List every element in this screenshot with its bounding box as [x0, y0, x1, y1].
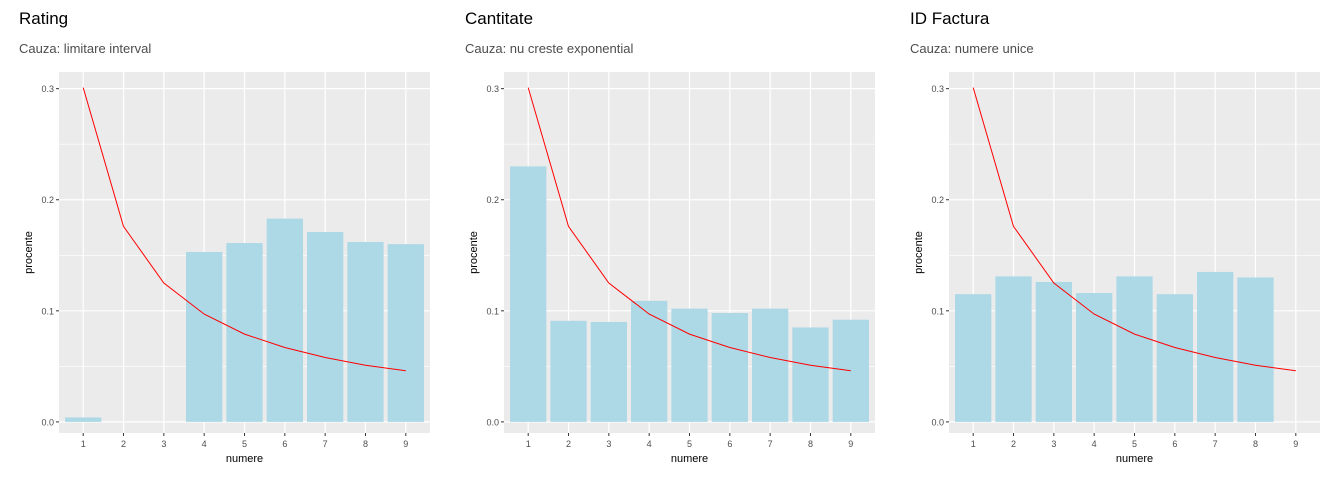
x-tick-label: 5 [242, 439, 247, 449]
bar [631, 300, 668, 422]
x-tick-label: 8 [363, 439, 368, 449]
y-tick-label: 0.0 [931, 417, 944, 427]
x-tick-label: 5 [1132, 439, 1137, 449]
bar [1237, 277, 1274, 422]
y-tick-label: 0.3 [931, 84, 944, 94]
y-tick-label: 0.2 [931, 195, 944, 205]
x-axis-title: numere [226, 453, 263, 465]
bar [226, 243, 263, 422]
chart-subtitle: Cauza: nu creste exponential [465, 41, 633, 56]
x-tick-label: 5 [687, 439, 692, 449]
bar [792, 327, 829, 422]
x-axis-title: numere [1116, 453, 1153, 465]
bar [510, 166, 547, 422]
y-tick-label: 0.1 [486, 306, 499, 316]
chart-subtitle: Cauza: limitare interval [19, 41, 151, 56]
x-tick-label: 2 [121, 439, 126, 449]
x-tick-label: 7 [323, 439, 328, 449]
y-tick-label: 0.0 [41, 417, 54, 427]
chart-panel: Rating Cauza: limitare interval 0.0 0.1 0.2 0… [19, 9, 430, 465]
bar [550, 320, 587, 422]
chart-subtitle: Cauza: numere unice [910, 41, 1034, 56]
x-tick-label: 1 [526, 439, 531, 449]
chart-panel: ID Factura Cauza: numere unice 0.0 0.1 0.2 0.… [910, 9, 1320, 465]
x-tick-label: 1 [971, 439, 976, 449]
bar [671, 308, 708, 422]
x-tick-label: 9 [403, 439, 408, 449]
x-tick-label: 8 [808, 439, 813, 449]
chart-panel: Cantitate Cauza: nu creste exponential 0.0… [465, 9, 875, 465]
x-tick-label: 3 [1051, 439, 1056, 449]
bar [1116, 276, 1153, 422]
y-tick-label: 0.0 [486, 417, 499, 427]
x-tick-label: 6 [282, 439, 287, 449]
chart-title: Rating [19, 9, 68, 28]
bar [307, 231, 344, 422]
y-tick-label: 0.3 [41, 84, 54, 94]
bar [955, 294, 992, 422]
x-tick-label: 7 [1213, 439, 1218, 449]
chart-title: ID Factura [910, 9, 990, 28]
chart-title: Cantitate [465, 9, 533, 28]
bar [186, 251, 223, 422]
bar [711, 313, 748, 422]
y-axis-title: procente [23, 231, 35, 274]
x-tick-label: 3 [161, 439, 166, 449]
x-axis-title: numere [671, 453, 708, 465]
bar [1156, 294, 1193, 422]
bar [1197, 271, 1234, 422]
bar [832, 319, 869, 422]
y-axis-title: procente [468, 231, 480, 274]
x-tick-label: 9 [848, 439, 853, 449]
x-tick-label: 3 [606, 439, 611, 449]
x-tick-label: 1 [81, 439, 86, 449]
reference-line [82, 87, 406, 372]
x-tick-label: 2 [566, 439, 571, 449]
bar [752, 308, 789, 422]
y-axis-title: procente [913, 231, 925, 274]
bar [347, 241, 384, 422]
y-tick-label: 0.2 [41, 195, 54, 205]
bar [590, 321, 627, 422]
y-tick-label: 0.1 [41, 306, 54, 316]
bar [266, 218, 303, 422]
reference-line [527, 87, 851, 372]
reference-line [972, 87, 1296, 372]
x-tick-label: 4 [202, 439, 207, 449]
x-tick-label: 8 [1253, 439, 1258, 449]
bar [1076, 293, 1113, 422]
y-tick-label: 0.1 [931, 306, 944, 316]
bar [1035, 281, 1072, 422]
y-tick-label: 0.2 [486, 195, 499, 205]
x-tick-label: 2 [1011, 439, 1016, 449]
x-tick-label: 6 [727, 439, 732, 449]
bar [65, 417, 102, 422]
x-tick-label: 9 [1293, 439, 1298, 449]
bar [387, 244, 424, 422]
x-tick-label: 7 [768, 439, 773, 449]
x-tick-label: 6 [1172, 439, 1177, 449]
y-tick-label: 0.3 [486, 84, 499, 94]
x-tick-label: 4 [1092, 439, 1097, 449]
x-tick-label: 4 [647, 439, 652, 449]
bar [995, 276, 1032, 422]
